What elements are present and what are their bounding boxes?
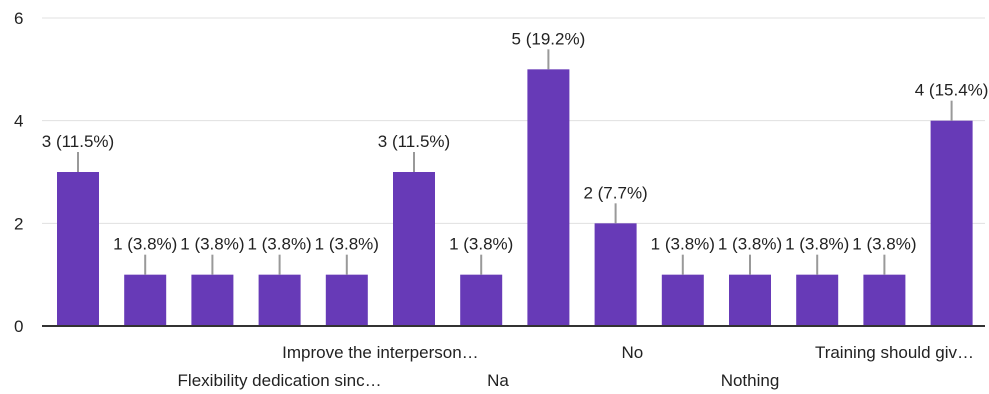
bar (729, 274, 771, 326)
bar (527, 69, 570, 326)
bar (57, 172, 99, 326)
data-labels: 3 (11.5%)1 (3.8%) 1 (3.8%) 1 (3.8%) 1 (3.8%… (42, 29, 989, 253)
y-tick-label: 2 (14, 214, 23, 233)
x-tick-label: No (622, 343, 644, 362)
data-label: 1 (3.8%) (852, 235, 916, 254)
x-tick-label: Na (487, 371, 509, 390)
y-axis-ticks: 0 2 4 6 (14, 9, 23, 336)
bar (460, 274, 503, 326)
bar (594, 223, 637, 326)
data-label: 3 (11.5%) (42, 132, 114, 151)
x-tick-label: Training should giv… (815, 343, 974, 362)
y-tick-label: 6 (14, 9, 23, 28)
grid-lines (42, 17, 985, 224)
data-label: 1 (3.8%) (449, 235, 513, 254)
data-label: 1 (3.8%) (113, 235, 177, 254)
data-label: 4 (15.4%) (915, 81, 989, 100)
bar (325, 274, 368, 326)
bars (57, 69, 973, 327)
data-label: 2 (7.7%) (583, 183, 647, 202)
data-label: 1 (3.8%) (180, 235, 244, 254)
x-tick-label: Flexibility dedication sinc… (178, 371, 382, 390)
data-label: 3 (11.5%) (378, 132, 450, 151)
bar (930, 120, 973, 327)
data-label: 1 (3.8%) (315, 235, 379, 254)
bar (191, 274, 234, 326)
bar (863, 274, 906, 326)
y-tick-label: 0 (14, 317, 23, 336)
x-tick-label: Nothing (721, 371, 780, 390)
y-tick-label: 4 (14, 112, 23, 131)
label-leaders (77, 49, 953, 275)
bar (661, 274, 704, 326)
bar (393, 172, 435, 326)
bar (796, 274, 839, 326)
x-tick-label: Improve the interperson… (282, 343, 479, 362)
data-label: 5 (19.2%) (512, 29, 586, 48)
data-label: 1 (3.8%) (651, 235, 715, 254)
bar (258, 274, 301, 326)
data-label: 1 (3.8%) (785, 235, 849, 254)
x-axis-labels: Flexibility dedication sinc… Improve the … (178, 343, 974, 390)
data-label: 1 (3.8%) (718, 235, 782, 254)
data-label: 1 (3.8%) (247, 235, 311, 254)
bar (124, 274, 167, 326)
